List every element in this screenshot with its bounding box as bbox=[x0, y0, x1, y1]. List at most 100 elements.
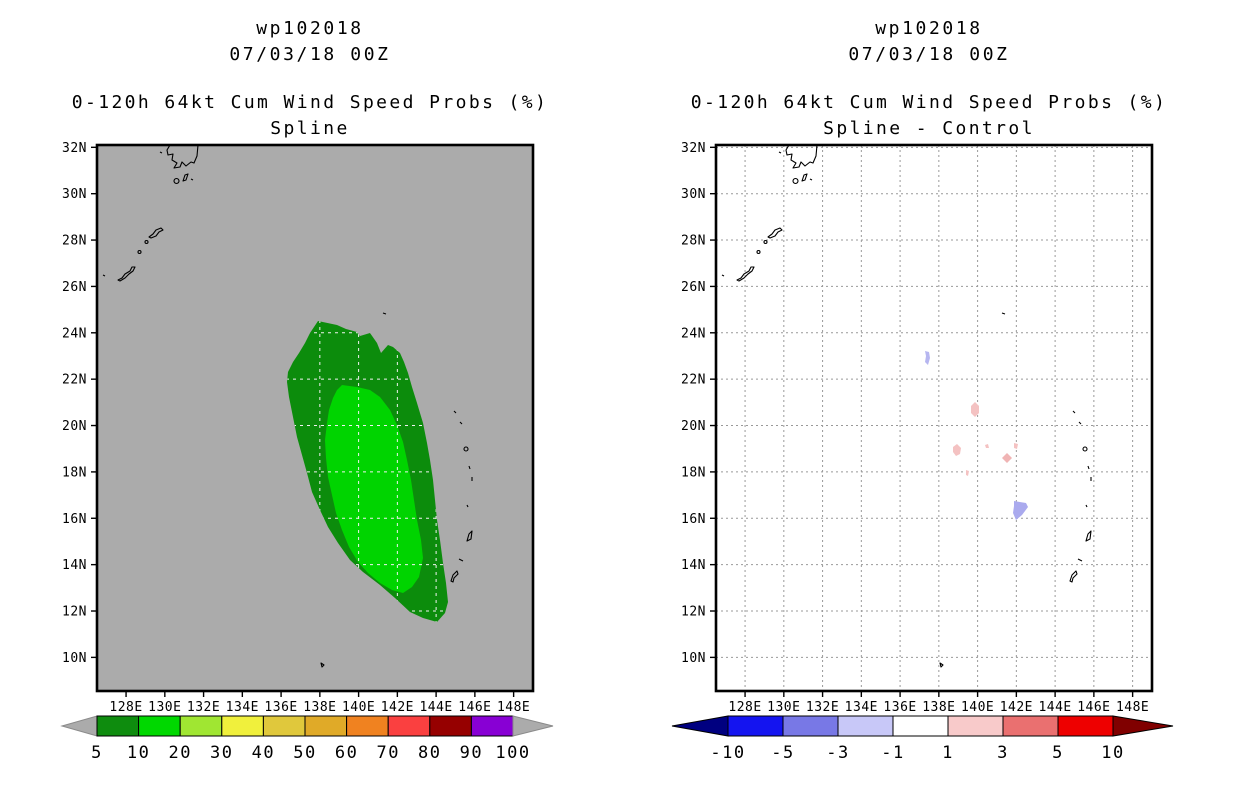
svg-text:140E: 140E bbox=[961, 700, 994, 715]
difference-anomaly-spot bbox=[953, 444, 961, 456]
svg-text:142E: 142E bbox=[381, 700, 414, 715]
colorbar-box bbox=[304, 715, 348, 737]
svg-text:22N: 22N bbox=[681, 373, 706, 388]
colorbar-labels: 5 10 20 30 40 50 60 70 80 90 100 bbox=[91, 743, 530, 763]
difference-anomaly-spot bbox=[1002, 453, 1012, 463]
svg-text:146E: 146E bbox=[458, 700, 491, 715]
right-init-time: 07/03/18 00Z bbox=[848, 44, 1010, 65]
colorbar-box bbox=[96, 715, 140, 737]
svg-text:24N: 24N bbox=[681, 326, 706, 341]
svg-text:20N: 20N bbox=[681, 419, 706, 434]
svg-text:128E: 128E bbox=[728, 700, 761, 715]
difference-anomaly-spot bbox=[985, 444, 989, 448]
svg-text:18N: 18N bbox=[62, 465, 87, 480]
svg-text:32N: 32N bbox=[681, 141, 706, 156]
svg-text:1: 1 bbox=[942, 743, 954, 763]
svg-text:128E: 128E bbox=[109, 700, 142, 715]
svg-text:130E: 130E bbox=[767, 700, 800, 715]
colorbar-box bbox=[727, 715, 784, 737]
svg-text:70: 70 bbox=[376, 743, 399, 763]
left-panel-subheader: 0-120h 64kt Cum Wind Speed Probs (%) Spl… bbox=[63, 90, 557, 142]
colorbar-box bbox=[947, 715, 1004, 737]
left-panel-header: wp102018 07/03/18 00Z bbox=[63, 16, 557, 68]
svg-text:136E: 136E bbox=[883, 700, 916, 715]
colorbar-box bbox=[837, 715, 894, 737]
svg-text:-10: -10 bbox=[710, 743, 745, 763]
difference-colorbar: -10 -5 -3 -1 1 3 5 10 bbox=[671, 715, 1174, 763]
svg-text:134E: 134E bbox=[845, 700, 878, 715]
svg-text:5: 5 bbox=[1052, 743, 1064, 763]
svg-text:138E: 138E bbox=[922, 700, 955, 715]
svg-text:30N: 30N bbox=[62, 187, 87, 202]
svg-text:90: 90 bbox=[460, 743, 483, 763]
axis-labels: 32N 30N 28N 26N 24N 22N 20N 18N 16N 14N 12N 10N 128E… bbox=[62, 141, 530, 715]
left-method-label: Spline bbox=[270, 118, 350, 139]
svg-text:26N: 26N bbox=[62, 280, 87, 295]
svg-text:30N: 30N bbox=[681, 187, 706, 202]
right-prob-title: 0-120h 64kt Cum Wind Speed Probs (%) bbox=[690, 92, 1168, 113]
svg-text:14N: 14N bbox=[681, 558, 706, 573]
map-background bbox=[716, 145, 1152, 691]
svg-text:50: 50 bbox=[293, 743, 316, 763]
colorbar-box bbox=[429, 715, 472, 737]
probability-colorbar: 5 10 20 30 40 50 60 70 80 90 100 bbox=[60, 715, 554, 763]
svg-text:16N: 16N bbox=[681, 512, 706, 527]
svg-text:30: 30 bbox=[210, 743, 233, 763]
svg-text:12N: 12N bbox=[681, 605, 706, 620]
svg-text:28N: 28N bbox=[681, 234, 706, 249]
svg-text:28N: 28N bbox=[62, 234, 87, 249]
colorbar-box bbox=[1002, 715, 1059, 737]
svg-text:5: 5 bbox=[91, 743, 103, 763]
svg-text:144E: 144E bbox=[1038, 700, 1071, 715]
svg-text:146E: 146E bbox=[1077, 700, 1110, 715]
coastlines bbox=[721, 144, 1092, 668]
colorbar-box bbox=[387, 715, 431, 737]
right-panel-header: wp102018 07/03/18 00Z bbox=[682, 16, 1176, 68]
svg-text:10: 10 bbox=[127, 743, 150, 763]
svg-text:100: 100 bbox=[495, 743, 530, 763]
svg-text:10N: 10N bbox=[681, 651, 706, 666]
colorbar-right-arrow bbox=[1112, 715, 1174, 737]
svg-text:-3: -3 bbox=[826, 743, 849, 763]
left-init-time: 07/03/18 00Z bbox=[229, 44, 391, 65]
axis-ticks bbox=[710, 146, 1134, 697]
axis-labels: 32N 30N 28N 26N 24N 22N 20N 18N 16N 14N 12N 10N 128E… bbox=[681, 141, 1149, 715]
right-panel-subheader: 0-120h 64kt Cum Wind Speed Probs (%) Spl… bbox=[682, 90, 1176, 142]
svg-text:40: 40 bbox=[252, 743, 275, 763]
colorbar-box bbox=[179, 715, 223, 737]
svg-text:14N: 14N bbox=[62, 558, 87, 573]
svg-text:3: 3 bbox=[997, 743, 1009, 763]
svg-text:18N: 18N bbox=[681, 465, 706, 480]
axis-ticks bbox=[91, 146, 515, 697]
difference-anomaly-spot bbox=[1013, 501, 1028, 520]
svg-text:10N: 10N bbox=[62, 651, 87, 666]
svg-text:-1: -1 bbox=[881, 743, 904, 763]
svg-text:148E: 148E bbox=[497, 700, 530, 715]
spline-probability-map: 32N 30N 28N 26N 24N 22N 20N 18N 16N 14N 12N 10N 128E… bbox=[62, 141, 535, 715]
left-prob-title: 0-120h 64kt Cum Wind Speed Probs (%) bbox=[71, 92, 549, 113]
latlon-grid bbox=[716, 145, 1152, 691]
svg-text:22N: 22N bbox=[62, 373, 87, 388]
difference-anomaly-spot bbox=[925, 351, 930, 365]
colorbar-box bbox=[221, 715, 264, 737]
colorbar-right-arrow bbox=[512, 715, 554, 737]
coastlines bbox=[102, 144, 473, 668]
svg-text:80: 80 bbox=[418, 743, 441, 763]
svg-text:20: 20 bbox=[168, 743, 191, 763]
svg-text:132E: 132E bbox=[806, 700, 839, 715]
colorbar-box bbox=[1057, 715, 1114, 737]
colorbar-box bbox=[138, 715, 181, 737]
difference-anomaly-spot bbox=[971, 402, 979, 417]
colorbar-box bbox=[470, 715, 514, 737]
svg-text:26N: 26N bbox=[681, 280, 706, 295]
map-border bbox=[714, 143, 1154, 693]
svg-text:60: 60 bbox=[335, 743, 358, 763]
svg-text:136E: 136E bbox=[264, 700, 297, 715]
svg-text:144E: 144E bbox=[419, 700, 452, 715]
colorbar-left-arrow bbox=[671, 715, 729, 737]
svg-text:20N: 20N bbox=[62, 419, 87, 434]
right-storm-id: wp102018 bbox=[875, 18, 983, 39]
colorbar-left-arrow bbox=[60, 715, 98, 737]
colorbar-box bbox=[346, 715, 389, 737]
difference-anomaly-spot bbox=[966, 470, 969, 476]
